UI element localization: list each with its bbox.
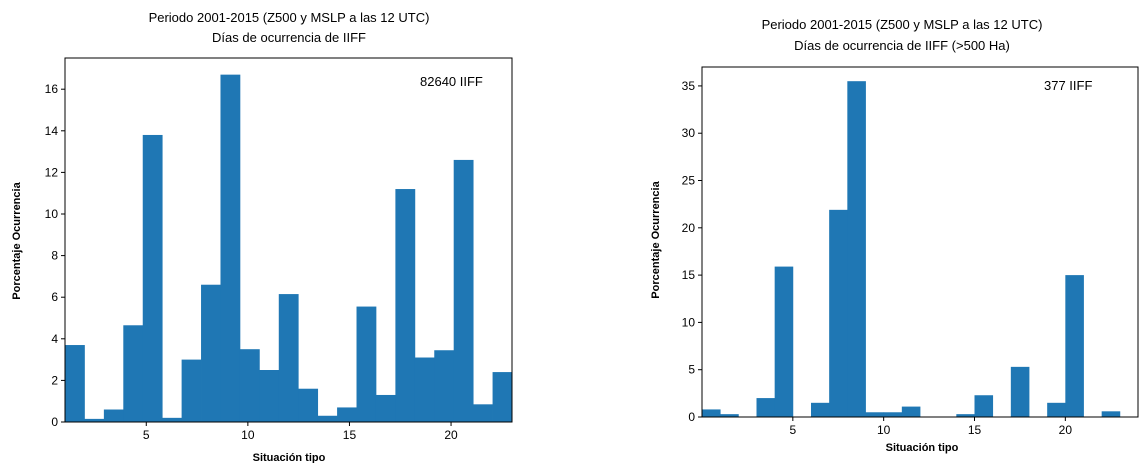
annotation: 377 IIFF: [1044, 78, 1092, 93]
y-tick-label: 2: [51, 373, 58, 387]
bar: [847, 81, 866, 417]
x-tick-label: 15: [968, 423, 982, 437]
bar: [239, 349, 260, 422]
chart-right: Periodo 2001-2015 (Z500 y MSLP a las 12 …: [650, 17, 1139, 454]
tick-group: 5 10 15 20 0 2 4 6 8 10 12 14 16: [45, 82, 458, 442]
y-tick-label: 30: [682, 126, 696, 140]
x-tick-label: 5: [143, 428, 150, 442]
bar: [974, 395, 994, 417]
bar: [103, 409, 124, 422]
y-tick-label: 5: [688, 363, 695, 377]
bar: [375, 394, 396, 422]
y-tick-label: 4: [51, 332, 58, 346]
bar: [220, 74, 241, 422]
plot-frame: [701, 66, 1139, 418]
x-tick-label: 10: [241, 428, 255, 442]
bar: [84, 418, 105, 422]
bar: [1101, 411, 1121, 417]
bar: [453, 159, 474, 423]
bar-group: [702, 81, 1121, 417]
bar: [883, 412, 903, 417]
bar: [473, 404, 493, 422]
bar: [181, 359, 202, 422]
bar: [201, 284, 221, 422]
x-axis-label: Situación tipo: [886, 442, 959, 454]
bar: [414, 357, 435, 422]
chart-left: Periodo 2001-2015 (Z500 y MSLP a las 12 …: [11, 10, 513, 463]
tick-group: 5 10 15 20 0 5 10 15 20 25 30 35: [682, 79, 1073, 437]
chart-title: Periodo 2001-2015 (Z500 y MSLP a las 12 …: [149, 10, 430, 25]
y-tick-label: 8: [51, 249, 58, 263]
bar: [1010, 366, 1030, 417]
bar: [1065, 275, 1084, 417]
y-axis-label: Porcentaje Ocurrencia: [650, 180, 662, 298]
x-tick-label: 10: [877, 423, 891, 437]
bar: [956, 414, 975, 417]
y-tick-label: 10: [45, 207, 59, 221]
bar: [356, 306, 377, 422]
bar-group: [65, 74, 513, 423]
bar: [720, 414, 739, 417]
bar: [1047, 402, 1066, 417]
bar: [337, 407, 357, 422]
bar: [123, 325, 144, 422]
y-tick-label: 25: [682, 174, 696, 188]
x-axis-label: Situación tipo: [253, 452, 326, 463]
y-tick-label: 12: [45, 165, 59, 179]
bar: [142, 134, 163, 422]
y-tick-label: 14: [45, 124, 59, 138]
bar: [756, 398, 776, 417]
y-axis-label: Porcentaje Ocurrencia: [11, 181, 23, 299]
bar: [811, 402, 830, 417]
bar: [434, 350, 455, 422]
annotation: 82640 IIFF: [420, 74, 483, 89]
y-tick-label: 0: [688, 410, 695, 424]
y-tick-label: 16: [45, 82, 59, 96]
bar: [901, 406, 921, 417]
bar: [162, 417, 182, 422]
y-tick-label: 35: [682, 79, 696, 93]
bar: [317, 415, 338, 422]
chart-subtitle: Días de ocurrencia de IIFF (>500 Ha): [794, 38, 1010, 53]
y-tick-label: 10: [682, 315, 696, 329]
y-tick-label: 6: [51, 290, 58, 304]
y-tick-label: 15: [682, 268, 696, 282]
x-tick-label: 20: [444, 428, 458, 442]
x-tick-label: 5: [789, 423, 796, 437]
bar: [259, 370, 280, 422]
x-tick-label: 20: [1059, 423, 1073, 437]
bar: [702, 409, 721, 417]
y-tick-label: 20: [682, 221, 696, 235]
chart-subtitle: Días de ocurrencia de IIFF: [212, 30, 366, 45]
bar: [298, 388, 319, 422]
bar: [774, 266, 794, 417]
bar: [278, 294, 299, 422]
bar: [65, 345, 85, 422]
chart-title: Periodo 2001-2015 (Z500 y MSLP a las 12 …: [762, 17, 1043, 32]
y-tick-label: 0: [51, 415, 58, 429]
x-tick-label: 15: [343, 428, 357, 442]
bar: [395, 189, 416, 422]
bar: [829, 209, 848, 417]
bar: [865, 412, 885, 417]
bar: [492, 372, 513, 422]
plot-frame: [64, 57, 513, 423]
